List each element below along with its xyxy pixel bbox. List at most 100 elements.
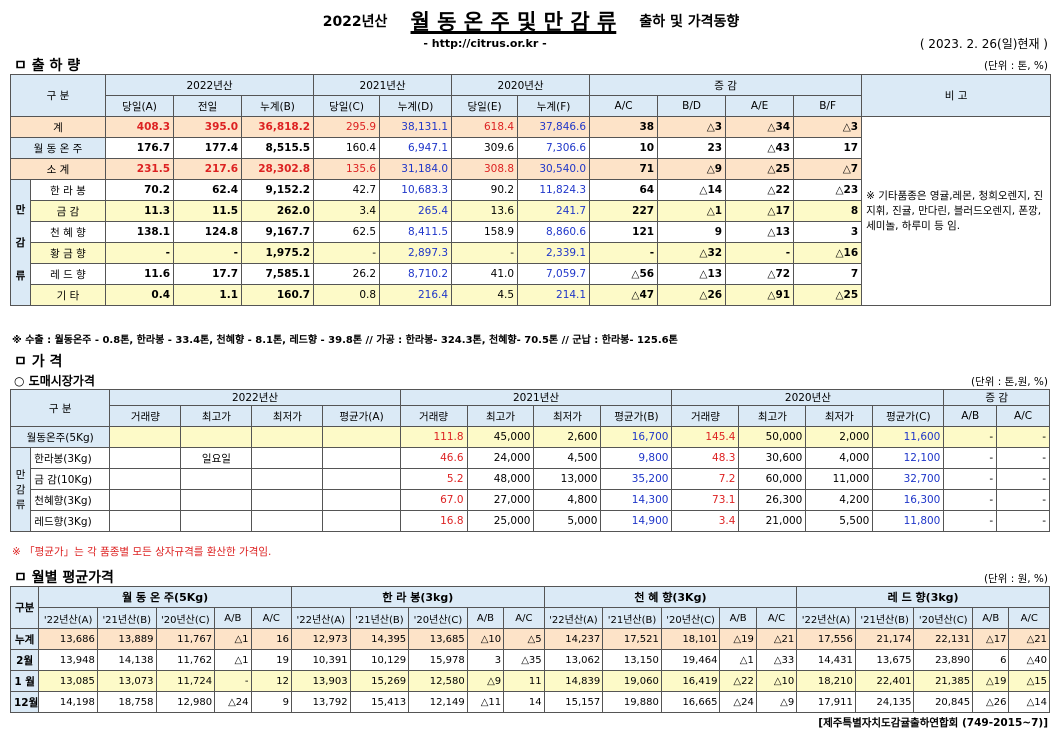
data-cell: △3 [793, 116, 863, 138]
data-cell: △23 [793, 179, 863, 201]
data-cell: 135.6 [313, 158, 381, 180]
data-cell: 12,973 [290, 628, 351, 650]
data-cell: 11,600 [872, 426, 945, 448]
data-cell: 17,521 [602, 628, 662, 650]
data-cell: - [996, 468, 1050, 490]
row-label: 천혜향(3Kg) [30, 489, 111, 511]
monthly-group-header: 레 드 향(3kg) [796, 586, 1050, 608]
data-cell: 30,600 [738, 447, 807, 469]
data-cell: 618.4 [451, 116, 519, 138]
data-cell: - [943, 489, 998, 511]
data-cell [251, 426, 324, 448]
data-cell [322, 489, 401, 511]
data-cell: 7,059.7 [517, 263, 591, 285]
data-cell: 8 [793, 200, 863, 222]
row-label: 기 타 [29, 284, 107, 306]
monthly-unit: (단위 : 원, %) [983, 573, 1048, 585]
data-cell: 71 [589, 158, 659, 180]
data-cell: 28,302.8 [241, 158, 315, 180]
data-cell [251, 447, 324, 469]
group-label-char: 감 [15, 237, 26, 249]
data-cell: 11,800 [872, 510, 945, 532]
monthly-subheader: A/C [503, 607, 545, 629]
data-cell: 16,419 [660, 670, 721, 692]
data-cell: - [105, 242, 175, 264]
data-cell: 70.2 [105, 179, 175, 201]
data-cell [180, 489, 253, 511]
data-cell: △91 [725, 284, 795, 306]
data-cell: 14,300 [600, 489, 673, 511]
data-cell: 20,845 [913, 691, 974, 713]
price-subheader: 최고가 [466, 405, 535, 427]
data-cell: △1 [214, 628, 252, 650]
main-title: 월 동 온 주 및 만 감 류 [410, 10, 617, 34]
data-cell: 13,903 [290, 670, 351, 692]
data-cell: 36,818.2 [241, 116, 315, 138]
data-cell: 13.6 [451, 200, 519, 222]
data-cell: 64 [589, 179, 659, 201]
data-cell: 26,300 [738, 489, 807, 511]
data-cell: 48,000 [466, 468, 535, 490]
monthly-subheader: A/C [250, 607, 292, 629]
table-row: 레 드 향 11.6 17.7 7,585.1 26.2 8,710.2 41.0 7,059… [11, 263, 1051, 285]
data-cell: - [313, 242, 381, 264]
data-cell: 19,880 [602, 691, 662, 713]
data-cell: △3 [657, 116, 727, 138]
row-label: 계 [9, 116, 107, 138]
data-cell: - [173, 242, 243, 264]
data-cell: △24 [214, 691, 252, 713]
data-cell: - [725, 242, 795, 264]
data-cell: △10 [466, 628, 505, 650]
data-cell: 17,556 [796, 628, 856, 650]
data-cell: △21 [1008, 628, 1050, 650]
data-cell: 5,500 [805, 510, 874, 532]
title-year: 2022년산 [322, 14, 388, 30]
data-cell: 17.7 [173, 263, 243, 285]
table-row: 금 감(10Kg) 5.2 48,000 13,000 35,200 7.2 60,000 1… [11, 468, 1050, 490]
org-footer: [제주특별자치도감귤출하연합회 (749-2015~7)] [818, 717, 1048, 729]
data-cell: △9 [755, 691, 798, 713]
site-url[interactable]: - http://citrus.or.kr - [423, 37, 547, 50]
shipment-footnote: ※ 수출 : 월동온주 - 0.8톤, 한라봉 - 33.4톤, 천혜향 - 8… [12, 335, 678, 346]
data-cell: 9,800 [600, 447, 673, 469]
data-cell: 231.5 [105, 158, 175, 180]
price-subheader: A/C [996, 405, 1050, 427]
monthly-subheader: '20년산(C) [660, 607, 721, 629]
price-subheader: 거래량 [109, 405, 182, 427]
data-cell: 13,150 [602, 649, 662, 671]
shipment-header-change: 증 감 [589, 74, 863, 96]
data-cell [109, 447, 182, 469]
data-cell [109, 510, 182, 532]
data-cell: 12,580 [408, 670, 468, 692]
table-row: 12월 14,198 18,758 12,980 △24 9 13,792 15,413 12,… [9, 691, 1050, 713]
price-unit: (단위 : 톤,원, %) [970, 376, 1048, 388]
data-cell: 4,800 [533, 489, 602, 511]
data-cell: △22 [725, 179, 795, 201]
data-cell: 10,683.3 [379, 179, 453, 201]
row-label: 월 동 온 주 [9, 137, 107, 159]
monthly-subheader: A/B [719, 607, 757, 629]
shipment-subheader: 당일(C) [313, 95, 381, 117]
data-cell: △1 [214, 649, 252, 671]
data-cell: 7,585.1 [241, 263, 315, 285]
data-cell: 2,339.1 [517, 242, 591, 264]
data-cell: 23,890 [913, 649, 974, 671]
price-subheader: 거래량 [399, 405, 468, 427]
data-cell: △40 [1008, 649, 1050, 671]
shipment-subheader: B/F [793, 95, 863, 117]
data-cell: 11.6 [105, 263, 175, 285]
data-cell: - [451, 242, 519, 264]
table-row: 2월 13,948 14,138 11,762 △1 19 10,391 10,129 15,9… [9, 649, 1050, 671]
data-cell: 8,710.2 [379, 263, 453, 285]
data-cell: △1 [719, 649, 757, 671]
data-cell: 32,700 [872, 468, 945, 490]
data-cell: 14,395 [349, 628, 410, 650]
price-subtitle: ○ 도매시장가격 [14, 374, 95, 388]
monthly-subheader: '21년산(B) [349, 607, 410, 629]
group-label-char: 만 [15, 204, 26, 216]
table-row: 누계 13,686 13,889 11,767 △1 16 12,973 14,395 13,6… [9, 628, 1050, 650]
data-cell: 7 [793, 263, 863, 285]
data-cell: 24,135 [854, 691, 915, 713]
